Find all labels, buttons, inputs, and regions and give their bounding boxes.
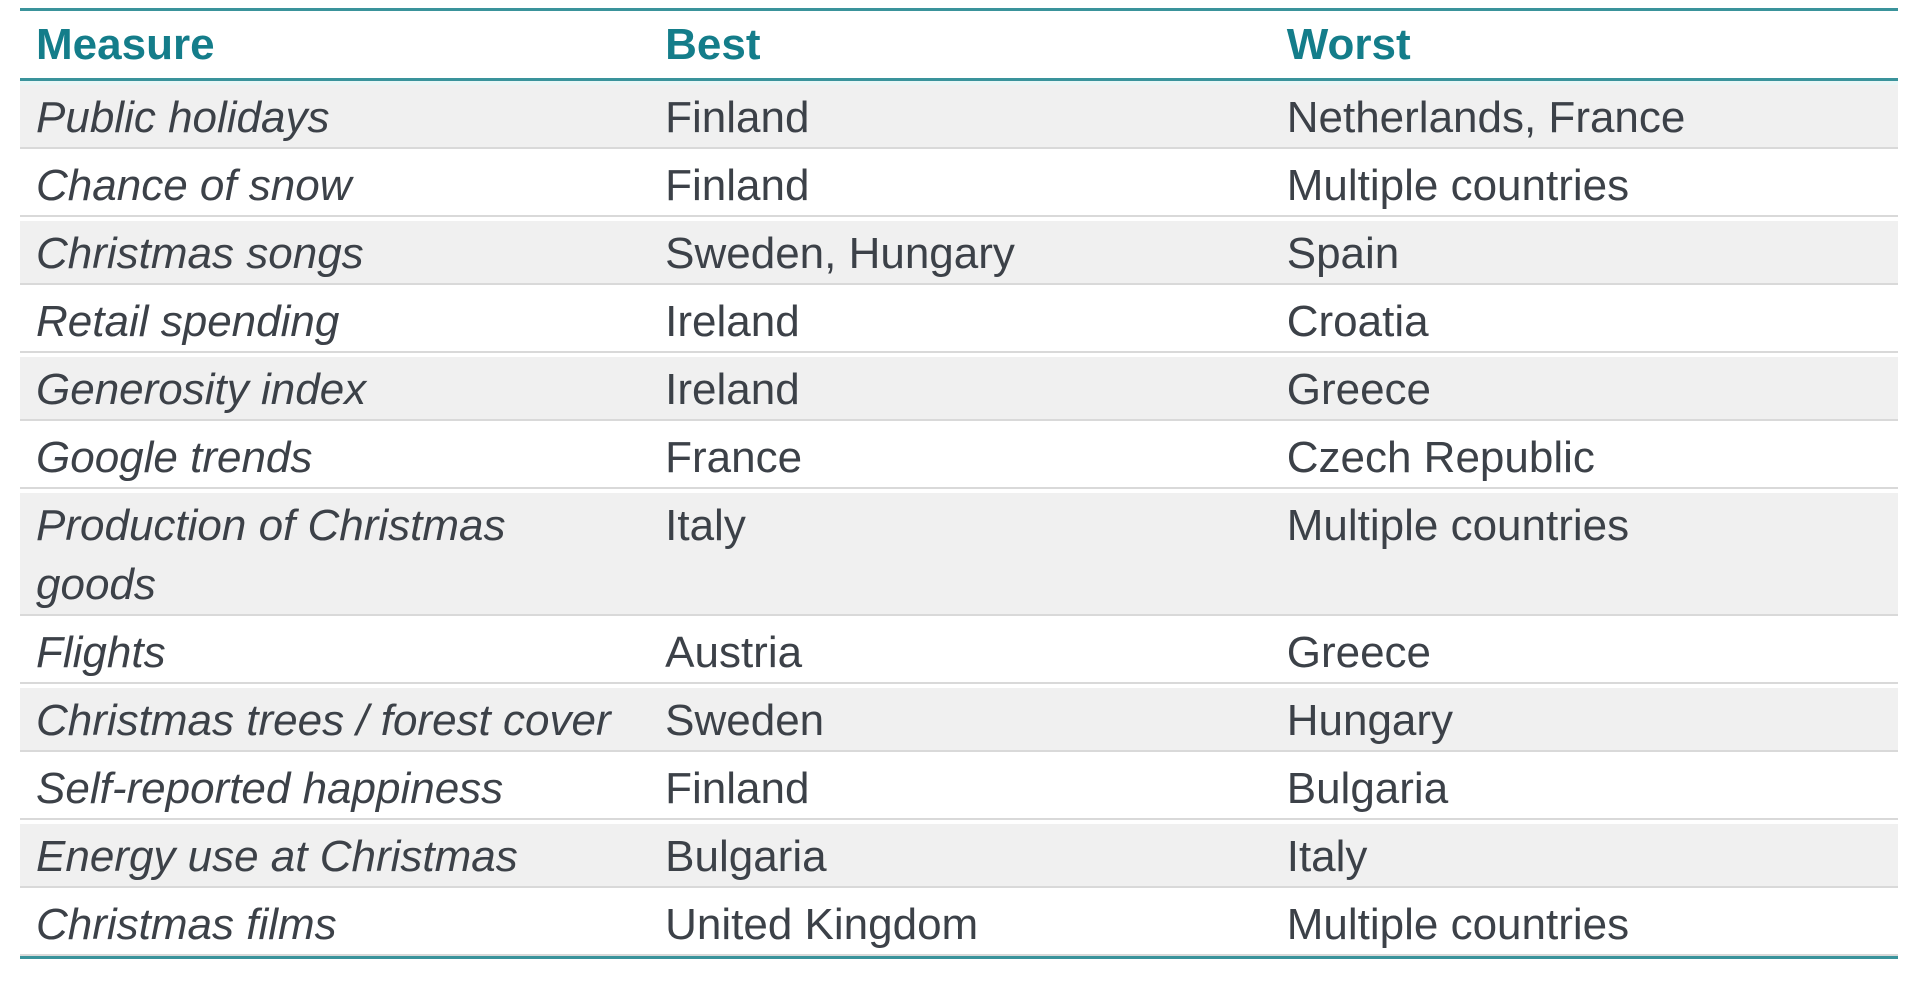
- measure-cell: Chance of snow: [20, 149, 650, 217]
- worst-cell: Greece: [1270, 353, 1898, 421]
- worst-cell: Italy: [1270, 820, 1898, 888]
- measure-cell: Christmas songs: [20, 217, 650, 285]
- worst-cell: Multiple countries: [1270, 149, 1898, 217]
- table-row: Public holidays Finland Netherlands, Franc…: [20, 81, 1898, 149]
- measure-cell: Energy use at Christmas: [20, 820, 650, 888]
- best-cell: Finland: [649, 752, 1271, 820]
- measure-cell: Public holidays: [20, 81, 650, 149]
- column-header-best: Best: [649, 11, 1271, 81]
- worst-cell: Spain: [1270, 217, 1898, 285]
- measure-cell: Generosity index: [20, 353, 650, 421]
- worst-cell: Multiple countries: [1270, 489, 1898, 616]
- worst-cell: Croatia: [1270, 285, 1898, 353]
- best-cell: Ireland: [649, 353, 1271, 421]
- column-header-measure: Measure: [20, 11, 650, 81]
- measure-cell: Self-reported happiness: [20, 752, 650, 820]
- best-cell: Italy: [649, 489, 1271, 616]
- table-row: Google trends France Czech Republic: [20, 421, 1898, 489]
- best-cell: Bulgaria: [649, 820, 1271, 888]
- table-row: Retail spending Ireland Croatia: [20, 285, 1898, 353]
- worst-cell: Czech Republic: [1270, 421, 1898, 489]
- worst-cell: Multiple countries: [1270, 888, 1898, 956]
- best-cell: France: [649, 421, 1271, 489]
- best-cell: Austria: [649, 616, 1271, 684]
- table-row: Energy use at Christmas Bulgaria Italy: [20, 820, 1898, 888]
- best-cell: United Kingdom: [649, 888, 1271, 956]
- table-row: Generosity index Ireland Greece: [20, 353, 1898, 421]
- best-cell: Ireland: [649, 285, 1271, 353]
- measure-cell: Production of Christmas goods: [20, 489, 650, 616]
- table-container: Measure Best Worst Public holidays Finlan…: [20, 8, 1898, 959]
- best-cell: Sweden, Hungary: [649, 217, 1271, 285]
- measure-cell: Google trends: [20, 421, 650, 489]
- worst-cell: Netherlands, France: [1270, 81, 1898, 149]
- column-header-worst: Worst: [1270, 11, 1898, 81]
- table-body: Public holidays Finland Netherlands, Franc…: [20, 81, 1898, 956]
- header-row: Measure Best Worst: [20, 11, 1898, 81]
- worst-cell: Bulgaria: [1270, 752, 1898, 820]
- table-row: Christmas films United Kingdom Multiple co…: [20, 888, 1898, 956]
- worst-cell: Greece: [1270, 616, 1898, 684]
- best-worst-table: Measure Best Worst Public holidays Finlan…: [20, 8, 1898, 959]
- worst-cell: Hungary: [1270, 684, 1898, 752]
- best-cell: Finland: [649, 149, 1271, 217]
- table-row: Production of Christmas goods Italy Multip…: [20, 489, 1898, 616]
- table-row: Chance of snow Finland Multiple countries: [20, 149, 1898, 217]
- measure-cell: Christmas trees / forest cover: [20, 684, 650, 752]
- measure-cell: Retail spending: [20, 285, 650, 353]
- table-row: Flights Austria Greece: [20, 616, 1898, 684]
- best-cell: Finland: [649, 81, 1271, 149]
- measure-cell: Christmas films: [20, 888, 650, 956]
- table-row: Self-reported happiness Finland Bulgaria: [20, 752, 1898, 820]
- best-cell: Sweden: [649, 684, 1271, 752]
- table-row: Christmas trees / forest cover Sweden Hung…: [20, 684, 1898, 752]
- table-header: Measure Best Worst: [20, 11, 1898, 81]
- table-row: Christmas songs Sweden, Hungary Spain: [20, 217, 1898, 285]
- measure-cell: Flights: [20, 616, 650, 684]
